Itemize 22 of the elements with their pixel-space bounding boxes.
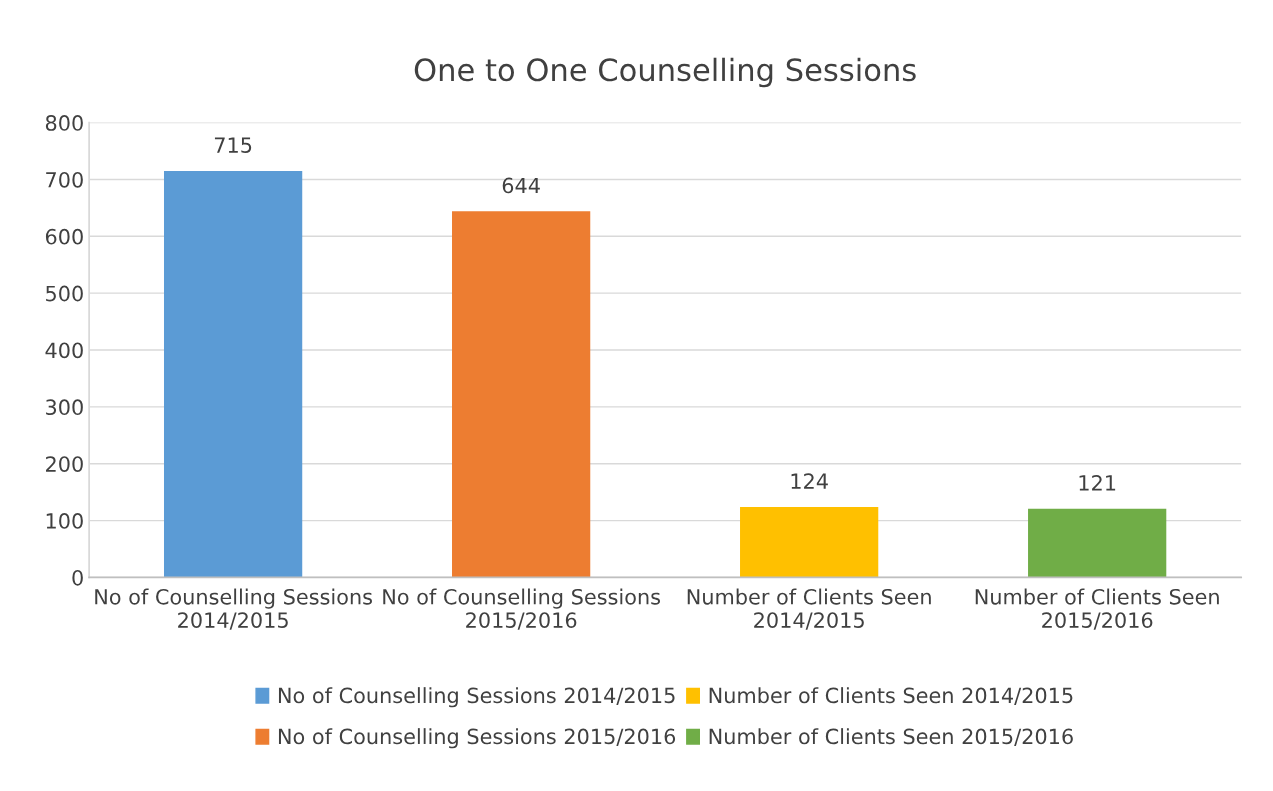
data-label: 715 [214, 137, 252, 153]
x-tick-label: Number of Clients Seen 2015/2016 [975, 588, 1219, 630]
data-label: 644 [502, 177, 540, 194]
y-tick-label: 400 [45, 342, 83, 359]
chart-title: One to One Counselling Sessions [414, 57, 916, 88]
legend-label: No of Counselling Sessions 2014/2015 [278, 687, 675, 708]
y-tick-label: 100 [46, 513, 83, 529]
data-label: 121 [1079, 474, 1116, 491]
y-tick-label: 800 [45, 115, 83, 131]
y-tick-label: 600 [45, 228, 83, 245]
legend-label: Number of Clients Seen 2014/2015 [709, 687, 1073, 705]
y-tick-label: 700 [46, 171, 83, 188]
x-tick-label: Number of Clients Seen 2014/2015 [687, 588, 931, 630]
data-label: 124 [791, 473, 828, 489]
y-tick-label: 500 [46, 285, 83, 302]
x-tick-label: No of Counselling Sessions 2015/2016 [383, 588, 661, 630]
legend-label: Number of Clients Seen 2015/2016 [709, 728, 1073, 746]
y-tick-label: 200 [46, 456, 83, 472]
y-tick-label: 0 [72, 569, 83, 586]
x-tick-label: No of Counselling Sessions 2014/2015 [95, 588, 372, 630]
y-tick-label: 300 [46, 399, 83, 416]
legend-label: No of Counselling Sessions 2015/2016 [278, 728, 676, 749]
